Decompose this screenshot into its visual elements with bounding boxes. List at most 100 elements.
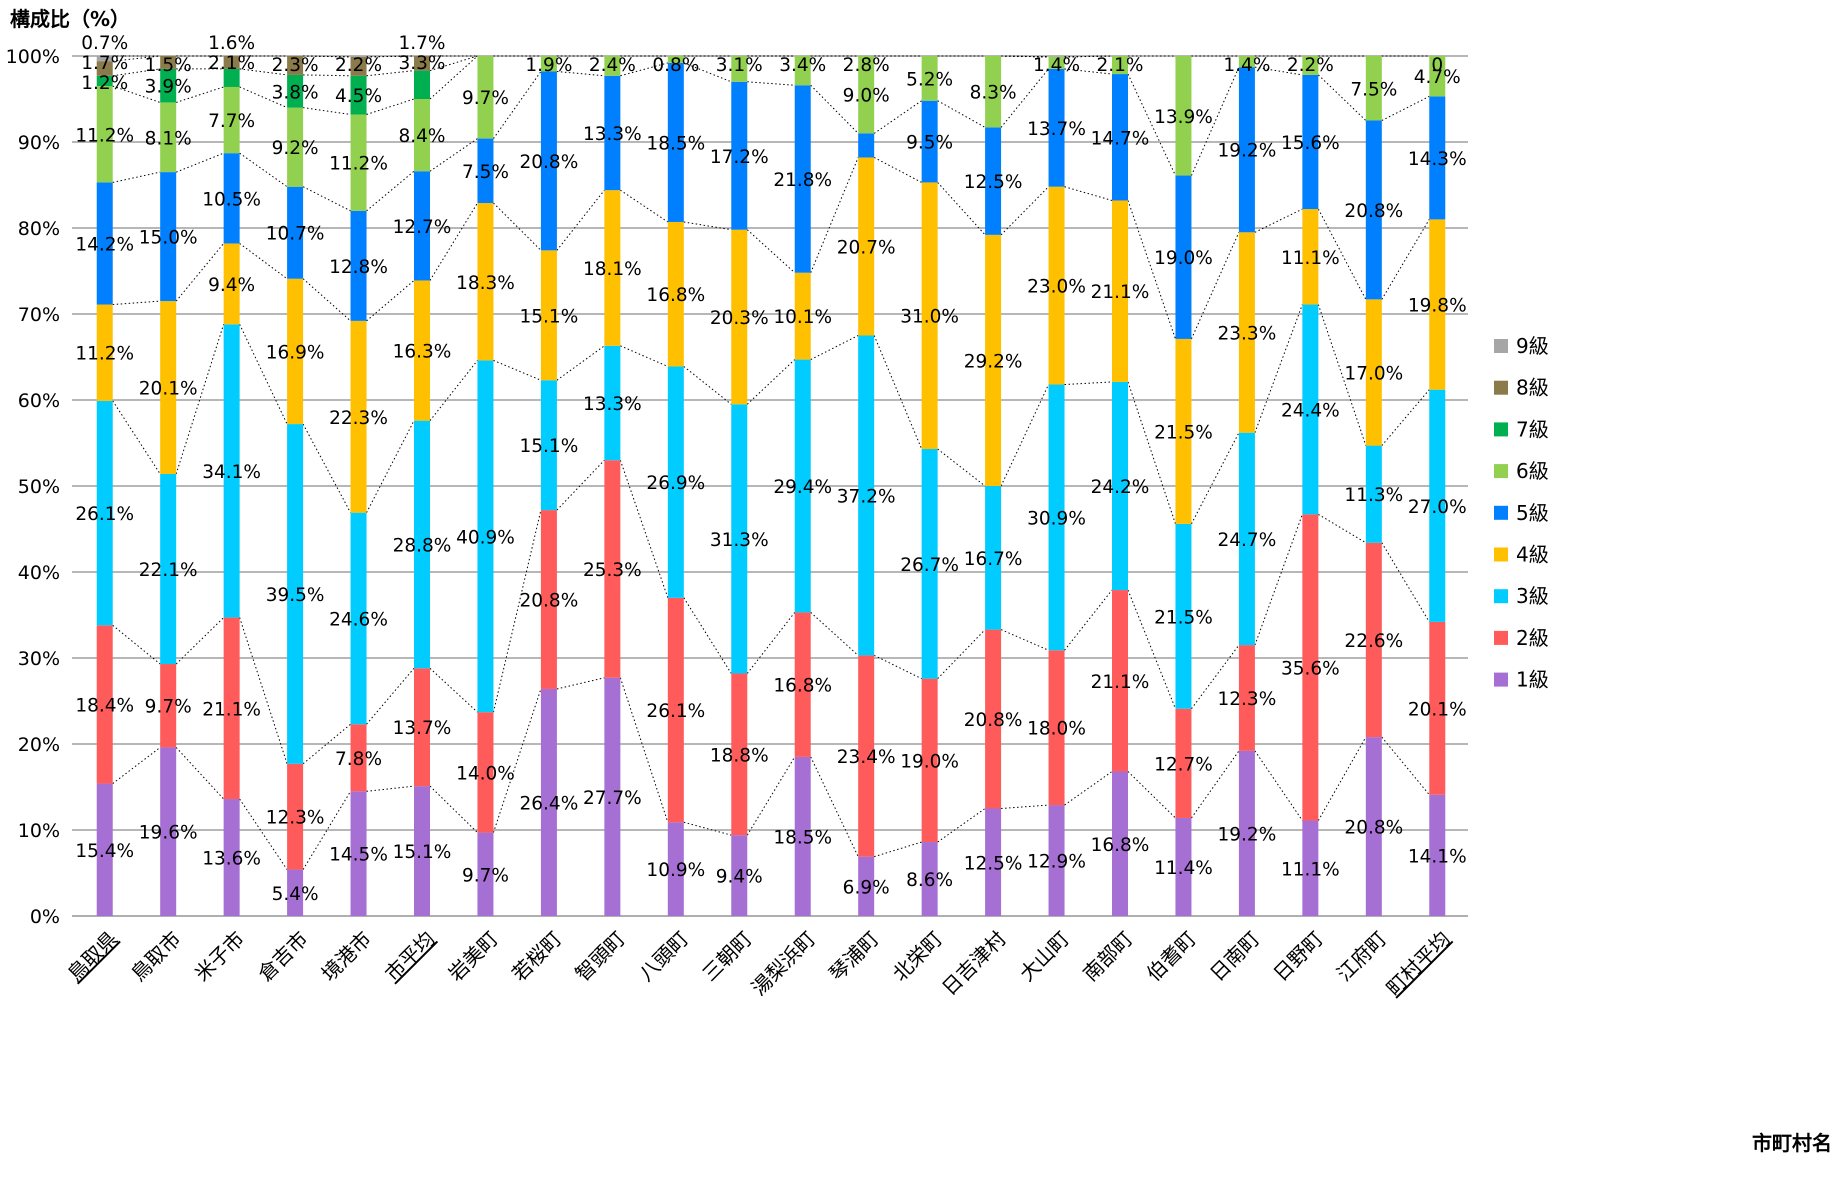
series-connector [1127, 589, 1176, 709]
data-label: 17.0% [1344, 363, 1403, 384]
series-connector [176, 86, 224, 103]
bar-segment [1365, 299, 1382, 446]
bar-segment [921, 100, 938, 183]
data-label: 13.9% [1154, 107, 1213, 128]
y-tick-label: 10% [18, 820, 60, 842]
bar-segment [160, 56, 177, 69]
bar-segment [667, 56, 684, 63]
bar-segment [414, 786, 430, 916]
series-connector [112, 300, 161, 306]
series-connector [1381, 219, 1430, 300]
series-connector [619, 460, 669, 598]
bar-segment [287, 107, 304, 187]
x-tick-label: 南部町 [1078, 927, 1137, 986]
series-connector [239, 152, 288, 188]
bar-segment [350, 320, 367, 513]
x-tick-label: 岩美町 [444, 927, 503, 986]
data-label: 14.5% [329, 845, 388, 866]
data-label: 15.1% [520, 306, 579, 327]
bar-segment [1302, 820, 1319, 916]
data-label: 9.5% [906, 133, 953, 154]
bar-segment [1048, 384, 1065, 651]
bar-segment [540, 250, 557, 381]
data-label: 3.8% [272, 82, 319, 103]
bar-segment [794, 359, 811, 613]
bar-segment [96, 625, 113, 784]
series-connector [366, 420, 415, 513]
series-connector [1000, 68, 1049, 128]
bar-segment [223, 324, 240, 618]
data-label: 7.5% [1350, 79, 1397, 100]
data-label: 28.8% [393, 535, 452, 556]
bar-segment [223, 68, 240, 87]
y-tick-label: 50% [18, 476, 60, 498]
bar-segment [1365, 445, 1382, 543]
legend-label: 8級 [1516, 376, 1549, 400]
series-connector [683, 221, 732, 231]
data-label: 13.7% [393, 718, 452, 739]
data-label: 25.3% [583, 560, 642, 581]
bar-segment [1112, 200, 1128, 382]
series-connector [620, 345, 669, 367]
x-tick-label: 琴浦町 [824, 927, 883, 986]
x-tick-label: 智頭町 [571, 927, 630, 986]
data-label: 11.2% [329, 154, 388, 175]
bar-segment [604, 190, 621, 346]
y-tick-label: 80% [18, 218, 60, 240]
data-label: 14.7% [1091, 128, 1150, 149]
series-connector [874, 841, 922, 858]
data-label: 11.2% [75, 344, 134, 365]
bar-segment [1365, 737, 1382, 916]
x-tick-label: 倉吉市 [253, 927, 312, 986]
bar-segment [540, 71, 557, 251]
series-connector [492, 509, 542, 713]
bar-segment [1048, 650, 1065, 806]
series-connector [1001, 804, 1049, 809]
data-label: 12.8% [329, 257, 388, 278]
x-tick-label: 米子市 [190, 927, 249, 986]
series-connector [239, 617, 288, 764]
bar-segment [604, 75, 621, 191]
data-label: 22.3% [329, 408, 388, 429]
series-connector [810, 157, 859, 273]
series-connector [175, 617, 224, 665]
series-connector [1254, 66, 1303, 76]
bar-segment [921, 56, 938, 101]
bar-segment [1238, 67, 1255, 233]
bar-segment [350, 56, 367, 76]
data-label: 23.0% [1027, 277, 1086, 298]
data-label: 10.7% [266, 224, 325, 245]
bar-segment [350, 724, 367, 792]
legend-label: 4級 [1516, 543, 1549, 567]
bar-segment [1175, 708, 1192, 818]
data-label: 11.4% [1154, 858, 1213, 879]
data-label: 24.7% [1218, 530, 1277, 551]
series-connector [1064, 186, 1113, 201]
data-label: 5.4% [272, 884, 319, 905]
data-label: 35.6% [1281, 658, 1340, 679]
series-connector [1000, 629, 1049, 651]
data-label: 12.5% [964, 853, 1023, 874]
y-tick-label: 30% [18, 648, 60, 670]
data-label: 5.2% [906, 69, 953, 90]
data-label: 12.3% [1218, 689, 1277, 710]
data-label: 20.8% [964, 710, 1023, 731]
data-label: 40.9% [456, 527, 515, 548]
bar-segment [540, 56, 557, 72]
data-label: 15.0% [139, 228, 198, 249]
bar-segment [287, 278, 304, 425]
series-connector [810, 756, 859, 857]
data-label: 9.2% [272, 138, 319, 159]
bar-segment [921, 842, 938, 916]
series-connector [746, 359, 796, 405]
bar-segment [667, 366, 684, 598]
data-label: 23.4% [837, 747, 896, 768]
series-connector [303, 107, 351, 115]
data-label: 18.5% [646, 133, 705, 154]
y-tick-label: 70% [18, 304, 60, 326]
bar-segment [1302, 209, 1319, 305]
series-connector [873, 100, 922, 134]
legend-item: 6級 [1494, 459, 1549, 483]
bar-segment [414, 99, 430, 172]
